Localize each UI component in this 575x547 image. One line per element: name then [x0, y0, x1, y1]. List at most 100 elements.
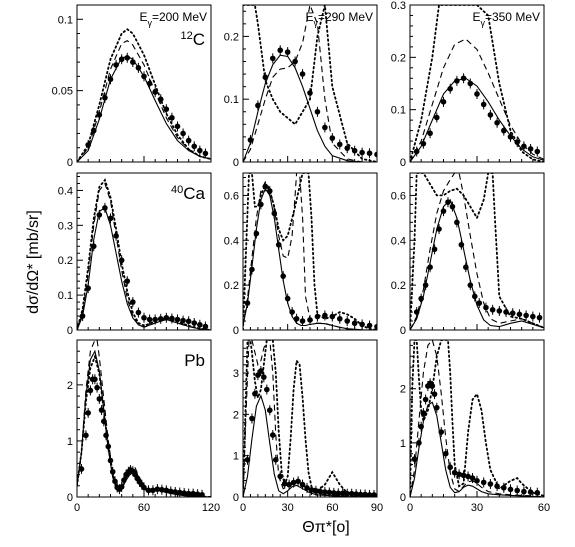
data-point	[180, 317, 186, 324]
plot-area	[77, 28, 211, 162]
plot-area	[410, 340, 544, 497]
data-point	[416, 440, 422, 446]
data-point	[359, 321, 365, 328]
data-point	[180, 130, 186, 137]
data-point	[113, 233, 119, 239]
data-point	[146, 316, 153, 323]
data-point	[344, 145, 351, 151]
data-point	[487, 112, 494, 118]
y-tick-label: 0.1	[224, 94, 239, 106]
data-point	[107, 215, 114, 222]
y-tick-label: 2	[233, 409, 239, 421]
data-point	[326, 489, 333, 496]
target-nucleus-label: 40Ca	[171, 184, 206, 203]
data-point	[336, 141, 343, 148]
data-point	[124, 55, 131, 61]
series-dashed-line	[77, 182, 211, 330]
y-tick-label: 0	[233, 325, 239, 337]
y-axis-label: dσ/dΩ* [mb/sr]	[25, 210, 42, 314]
data-point	[261, 374, 267, 380]
data-point	[521, 143, 527, 150]
data-point	[284, 49, 291, 55]
plot-area	[77, 340, 211, 497]
data-point	[483, 304, 489, 311]
data-point	[351, 147, 358, 154]
data-point	[292, 58, 298, 65]
data-point	[293, 315, 300, 322]
data-point	[322, 489, 328, 495]
data-point	[442, 450, 449, 457]
data-point	[534, 148, 541, 155]
data-point	[458, 241, 465, 248]
x-tick-label: 0	[407, 502, 413, 514]
data-point	[262, 74, 269, 81]
data-point	[96, 112, 103, 118]
y-tick-label: 3	[233, 368, 239, 380]
data-point	[169, 315, 175, 322]
panel-1-0: 0 0.1 0.2 0.3 0.4 40Ca	[58, 172, 212, 337]
data-point	[362, 491, 368, 497]
y-tick-label: 0.1	[58, 14, 73, 26]
data-point	[253, 230, 260, 237]
data-point	[98, 407, 105, 413]
data-point	[534, 489, 541, 496]
y-tick-label: 0	[67, 325, 73, 337]
panel-2-2: 0 1 2 0 30 60	[400, 339, 550, 514]
data-point	[199, 491, 205, 497]
y-tick-label: 0.3	[58, 220, 73, 232]
data-point	[281, 480, 288, 487]
data-point	[307, 317, 313, 323]
data-point	[335, 490, 342, 497]
data-point	[489, 307, 496, 313]
data-point	[322, 312, 328, 319]
data-point	[496, 308, 503, 314]
data-point	[264, 386, 270, 393]
photon-energy-label: Eγ=290 MeV	[305, 10, 373, 28]
data-point	[194, 491, 201, 497]
plot-frame	[76, 4, 212, 163]
data-point	[329, 135, 336, 141]
data-point	[317, 488, 324, 495]
data-point	[440, 99, 447, 105]
data-point	[357, 491, 364, 497]
data-point	[141, 314, 147, 321]
series-dotted-line	[410, 340, 544, 497]
data-point	[249, 266, 255, 273]
data-point	[176, 489, 183, 496]
data-point	[157, 316, 164, 322]
data-point	[418, 295, 424, 302]
data-point	[494, 119, 500, 126]
data-point	[429, 383, 436, 389]
series-dotted-line	[77, 28, 211, 162]
data-point	[267, 407, 273, 414]
data-point	[141, 73, 147, 80]
data-point	[107, 457, 114, 464]
data-point	[152, 89, 158, 95]
y-tick-label: 1	[233, 451, 239, 463]
x-tick-label: 0	[74, 502, 80, 514]
photon-energy-label: Eγ=200 MeV	[139, 10, 207, 28]
data-point	[454, 78, 460, 84]
y-tick-label: 0.4	[224, 235, 239, 247]
data-point	[413, 309, 420, 315]
data-point	[371, 492, 377, 497]
data-point	[163, 106, 170, 112]
y-tick-label: 0.2	[391, 280, 406, 292]
data-point	[420, 410, 427, 416]
data-point	[78, 466, 85, 472]
plot-frame	[409, 4, 545, 163]
y-tick-label: 0.6	[391, 190, 406, 202]
y-tick-label: 0.4	[391, 235, 406, 247]
data-point	[339, 490, 346, 497]
data-point	[157, 96, 164, 102]
data-point	[90, 127, 97, 134]
data-point	[322, 124, 328, 131]
series-solid-line	[243, 54, 377, 162]
series-dashed-line	[77, 40, 211, 162]
data-point	[145, 487, 152, 494]
data-point	[514, 487, 520, 494]
